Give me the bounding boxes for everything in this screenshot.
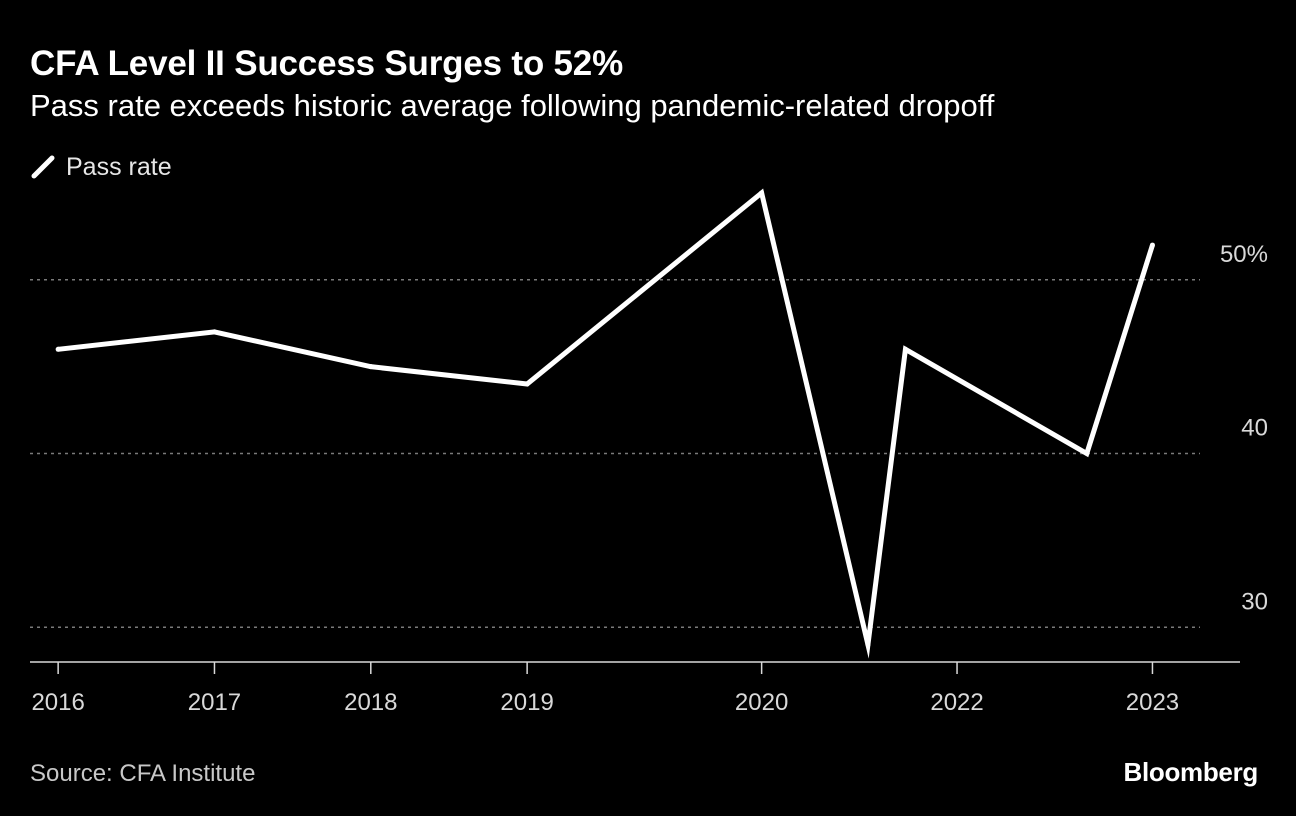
legend-line-icon <box>31 155 55 179</box>
data-point <box>368 364 374 370</box>
gridlines <box>30 279 1200 629</box>
legend-label: Pass rate <box>66 152 172 181</box>
bloomberg-logo: Bloomberg <box>1123 757 1258 787</box>
data-point <box>1084 451 1090 457</box>
data-point <box>211 329 217 335</box>
y-tick-label: 30 <box>1241 588 1268 615</box>
data-point <box>759 190 765 196</box>
x-tick-label: 2018 <box>344 689 397 716</box>
data-point <box>55 346 61 352</box>
y-tick-label: 40 <box>1241 415 1268 442</box>
data-point <box>902 346 908 352</box>
y-tick-label: 50% <box>1220 241 1268 268</box>
chart-title: CFA Level II Success Surges to 52% <box>30 44 623 83</box>
x-tick-label: 2022 <box>930 689 983 716</box>
x-tick-label: 2023 <box>1126 689 1179 716</box>
series-layer <box>55 188 1155 659</box>
y-axis-ticks: 30 40 50% <box>1220 241 1268 615</box>
legend: Pass rate <box>30 150 172 184</box>
data-point <box>1149 242 1155 248</box>
x-tick-label: 2020 <box>735 689 788 716</box>
x-axis-ticks: 2016 2017 2018 2019 2020 2022 2023 <box>31 662 1179 716</box>
series-line-pass-rate <box>57 188 1155 659</box>
source-note: Source: CFA Institute <box>30 760 256 787</box>
chart-subtitle: Pass rate exceeds historic average follo… <box>30 88 995 123</box>
data-point <box>524 381 530 387</box>
x-tick-label: 2016 <box>31 689 84 716</box>
x-tick-label: 2017 <box>188 689 241 716</box>
data-point <box>865 642 871 648</box>
x-tick-label: 2019 <box>500 689 553 716</box>
